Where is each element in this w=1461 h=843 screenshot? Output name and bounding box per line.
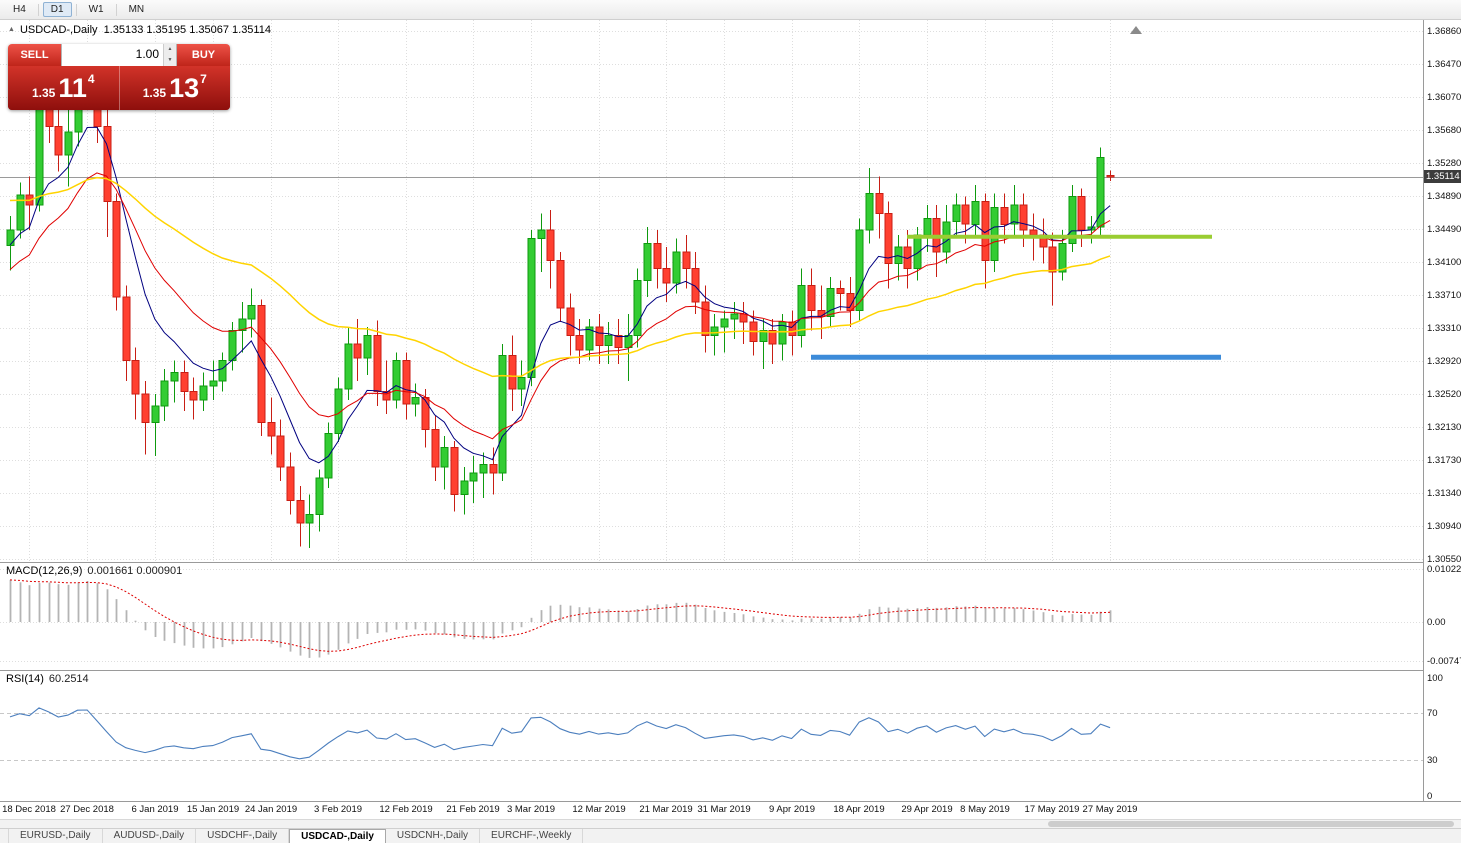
time-axis-label: 21 Feb 2019 <box>446 804 500 815</box>
tab-usdchf-daily[interactable]: USDCHF-,Daily <box>196 829 290 843</box>
buy-price-base: 1.35 <box>142 85 167 100</box>
one-click-trading-panel: SELL 1.00 ▲ ▼ BUY 1.35 11 4 1.35 13 7 <box>8 44 230 110</box>
buy-price-pipette: 7 <box>200 72 207 86</box>
volume-spinner: ▲ ▼ <box>163 44 176 66</box>
price-axis-label: 1.36470 <box>1427 58 1461 70</box>
toolbar-separator <box>115 3 117 16</box>
price-axis-label: 1.35280 <box>1427 158 1461 170</box>
price-axis-label: 1.36070 <box>1427 92 1461 104</box>
price-axis-label: 1.32920 <box>1427 355 1461 367</box>
chart-header: ▲ USDCAD-,Daily 1.35133 1.35195 1.35067 1.… <box>8 24 271 36</box>
scrollbar-thumb[interactable] <box>1048 821 1454 827</box>
macd-indicator-chart[interactable] <box>0 562 1423 670</box>
tab-eurchf-weekly[interactable]: EURCHF-,Weekly <box>480 829 584 843</box>
sell-price-button[interactable]: 1.35 11 4 <box>8 66 119 110</box>
buy-price-button[interactable]: 1.35 13 7 <box>118 66 230 110</box>
time-axis-label: 6 Jan 2019 <box>131 804 179 815</box>
time-axis-label: 15 Jan 2019 <box>186 804 240 815</box>
panel-separator <box>0 801 1461 802</box>
chart-title: USDCAD-,Daily <box>19 24 98 36</box>
chart-shift-marker-icon[interactable] <box>1130 26 1142 34</box>
macd-axis-label: -0.00747 <box>1427 655 1461 667</box>
timeframe-button-h4[interactable]: H4 <box>5 2 34 17</box>
time-axis-label: 27 Dec 2018 <box>60 804 114 815</box>
sell-price-base: 1.35 <box>31 85 56 100</box>
time-axis-label: 24 Jan 2019 <box>244 804 298 815</box>
time-axis-label: 3 Feb 2019 <box>313 804 363 815</box>
chart-horizontal-scrollbar <box>0 819 1461 828</box>
trade-panel-top-row: SELL 1.00 ▲ ▼ BUY <box>8 44 230 66</box>
tab-usdcnh-daily[interactable]: USDCNH-,Daily <box>386 829 481 843</box>
rsi-indicator-chart[interactable] <box>0 670 1423 801</box>
price-axis-label: 1.34490 <box>1427 224 1461 236</box>
toolbar-separator <box>75 3 77 16</box>
timeframe-button-mn[interactable]: MN <box>121 2 153 17</box>
price-axis-label: 1.34890 <box>1427 190 1461 202</box>
time-axis[interactable]: 18 Dec 2018 27 Dec 2018 6 Jan 2019 15 Jan 2… <box>0 801 1461 819</box>
time-axis-label: 8 May 2019 <box>960 804 1010 815</box>
chart-tabs-bar: EURUSD-,Daily AUDUSD-,Daily USDCHF-,Dail… <box>0 828 1461 843</box>
price-axis-label: 1.33710 <box>1427 289 1461 301</box>
chart-ohlc: 1.35133 1.35195 1.35067 1.35114 <box>103 24 271 36</box>
price-axis-label: 1.35680 <box>1427 124 1461 136</box>
bid-price-tag: 1.35114 <box>1424 170 1461 183</box>
timeframe-button-w1[interactable]: W1 <box>81 2 112 17</box>
price-axis-label: 1.33310 <box>1427 323 1461 335</box>
price-axis-label: 1.31340 <box>1427 487 1461 499</box>
spinner-down-icon[interactable]: ▼ <box>164 55 176 66</box>
panel-separator[interactable] <box>0 562 1461 563</box>
time-axis-label: 18 Apr 2019 <box>833 804 885 815</box>
sell-price-pipette: 4 <box>87 72 95 86</box>
tab-audusd-daily[interactable]: AUDUSD-,Daily <box>103 829 197 843</box>
macd-axis-label: 0.01022 <box>1427 563 1461 575</box>
rsi-axis-label: 70 <box>1427 708 1438 720</box>
buy-price-pips: 13 <box>169 73 200 103</box>
price-axis-label: 1.30550 <box>1427 554 1461 565</box>
macd-values: 0.001661 0.000901 <box>87 565 183 577</box>
panel-separator[interactable] <box>0 670 1461 671</box>
spinner-up-icon[interactable]: ▲ <box>164 44 176 55</box>
rsi-axis-label: 30 <box>1427 755 1438 767</box>
trade-panel-prices: 1.35 11 4 1.35 13 7 <box>8 66 230 110</box>
time-axis-label: 18 Dec 2018 <box>2 804 56 815</box>
sell-button[interactable]: SELL <box>8 44 61 66</box>
price-axis[interactable]: 1.35114 1.36860 1.36470 1.36070 1.35680 1.35… <box>1423 20 1461 802</box>
macd-label: MACD(12,26,9) <box>6 565 83 577</box>
tab-usdcad-daily[interactable]: USDCAD-,Daily <box>289 829 386 843</box>
volume-control: 1.00 ▲ ▼ <box>61 44 177 66</box>
time-axis-label: 12 Feb 2019 <box>379 804 433 815</box>
toolbar-separator <box>37 3 39 16</box>
buy-button[interactable]: BUY <box>177 44 230 66</box>
price-axis-label: 1.32130 <box>1427 421 1461 433</box>
price-axis-label: 1.34100 <box>1427 256 1461 268</box>
rsi-header: RSI(14) 60.2514 <box>6 673 89 685</box>
price-axis-label: 1.31730 <box>1427 455 1461 467</box>
sell-price-pips: 11 <box>58 73 87 103</box>
rsi-label: RSI(14) <box>6 673 44 685</box>
time-axis-label: 31 Mar 2019 <box>697 804 751 815</box>
price-axis-label: 1.30940 <box>1427 521 1461 533</box>
price-axis-label: 1.32520 <box>1427 389 1461 401</box>
tab-eurusd-daily[interactable]: EURUSD-,Daily <box>8 829 103 843</box>
rsi-axis-label: 100 <box>1427 673 1443 684</box>
macd-header: MACD(12,26,9) 0.001661 0.000901 <box>6 565 182 577</box>
time-axis-label: 21 Mar 2019 <box>639 804 693 815</box>
time-axis-label: 9 Apr 2019 <box>769 804 815 815</box>
volume-input[interactable]: 1.00 <box>135 47 159 61</box>
time-axis-label: 29 Apr 2019 <box>901 804 953 815</box>
collapse-panel-icon[interactable]: ▲ <box>8 26 15 33</box>
time-axis-label: 17 May 2019 <box>1024 804 1080 815</box>
toolbar: H4 D1 W1 MN <box>0 0 1461 20</box>
rsi-value: 60.2514 <box>48 673 89 685</box>
time-axis-label: 12 Mar 2019 <box>572 804 626 815</box>
rsi-axis-label: 0 <box>1427 790 1433 802</box>
main-price-chart[interactable] <box>0 20 1423 562</box>
price-axis-label: 1.36860 <box>1427 26 1461 37</box>
time-axis-label: 3 Mar 2019 <box>506 804 556 815</box>
timeframe-button-d1[interactable]: D1 <box>42 2 72 17</box>
time-axis-label: 27 May 2019 <box>1082 804 1138 815</box>
macd-axis-label: 0.00 <box>1427 617 1446 628</box>
